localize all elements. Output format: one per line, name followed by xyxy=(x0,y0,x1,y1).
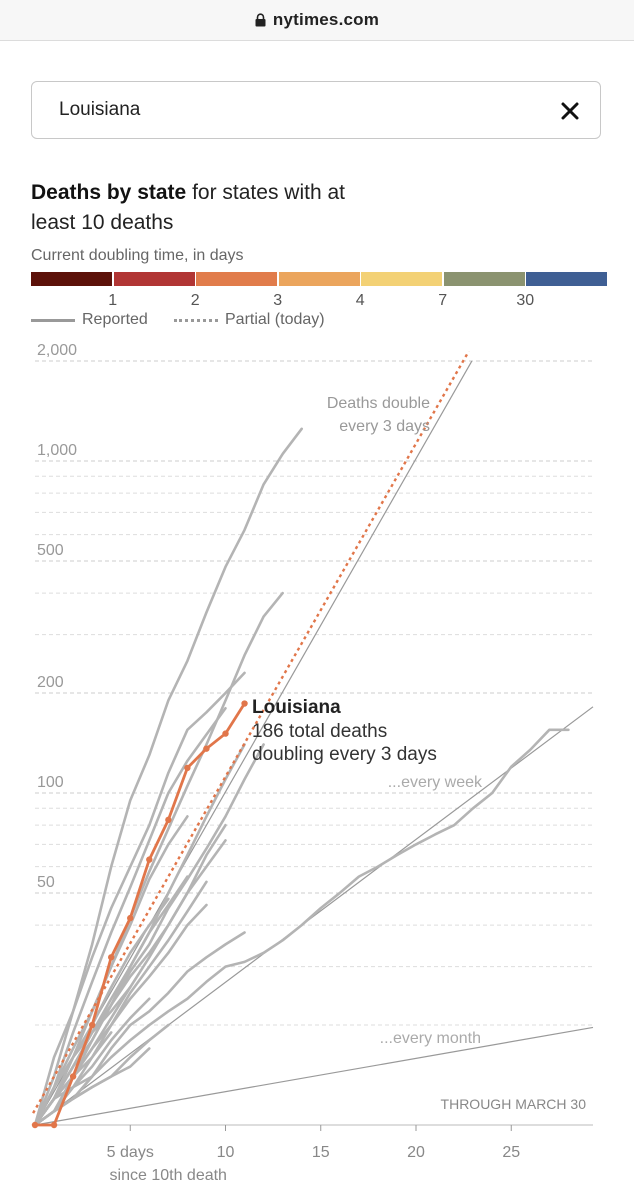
x-tick-label: 15 xyxy=(312,1144,330,1161)
ref-label-month: ...every month xyxy=(380,1030,481,1047)
scale-tick-label: 1 xyxy=(108,292,118,309)
louisiana-series xyxy=(31,350,470,1129)
ref-label-week: ...every week xyxy=(388,774,483,791)
scale-segment xyxy=(361,272,442,286)
louisiana-point xyxy=(222,730,229,737)
scale-tick-label: 3 xyxy=(273,292,283,309)
louisiana-point xyxy=(184,764,191,772)
y-tick-label: 2,000 xyxy=(37,342,77,359)
doubling-time-label: Current doubling time, in days xyxy=(31,247,244,264)
scale-tick-label: 4 xyxy=(355,292,365,309)
x-tick-label: 5 days xyxy=(107,1144,154,1161)
doubling-reference-lines xyxy=(34,360,594,1126)
reference-line xyxy=(34,706,594,1126)
close-icon[interactable] xyxy=(560,101,580,121)
louisiana-point xyxy=(241,700,248,707)
scale-segment xyxy=(196,272,277,286)
louisiana-point xyxy=(203,745,210,752)
louisiana-name-label: Louisiana xyxy=(252,697,341,718)
louisiana-point xyxy=(127,914,134,922)
y-tick-label: 50 xyxy=(37,874,55,891)
state-search-input[interactable] xyxy=(57,98,501,122)
partial-key: Partial (today) xyxy=(174,311,325,329)
scale-segment xyxy=(526,272,607,286)
louisiana-point xyxy=(31,1121,39,1129)
scale-tick-label: 30 xyxy=(516,292,535,309)
state-line xyxy=(33,815,189,1127)
state-line xyxy=(33,591,284,1127)
chart-title-bold: Deaths by state xyxy=(31,181,187,204)
state-line xyxy=(33,427,304,1127)
reported-key: Reported xyxy=(31,311,148,329)
scale-segment xyxy=(113,272,195,286)
lock-icon xyxy=(255,13,266,27)
x-tick-label: 20 xyxy=(407,1144,425,1161)
deaths-chart: 2,000 1,000 500 200 100 50 5 days 10 15 20 25 sinc… xyxy=(31,342,594,1184)
y-tick-label: 500 xyxy=(37,542,64,559)
louisiana-total-label: 186 total deaths xyxy=(252,721,387,742)
louisiana-point xyxy=(69,1073,77,1080)
reported-line-swatch xyxy=(31,318,75,322)
y-tick-label: 100 xyxy=(37,774,64,791)
x-axis: 5 days 10 15 20 25 since 10th death xyxy=(107,1125,520,1184)
y-tick-label: 200 xyxy=(37,674,64,691)
state-line xyxy=(33,1047,151,1127)
state-search-box xyxy=(31,81,601,139)
browser-address-bar[interactable]: nytimes.com xyxy=(0,0,634,41)
state-line xyxy=(33,728,570,1127)
louisiana-point xyxy=(108,954,115,961)
state-line xyxy=(33,743,246,1127)
x-tick-label: 10 xyxy=(217,1144,235,1161)
louisiana-point xyxy=(146,856,153,863)
partial-line-swatch xyxy=(174,318,218,322)
louisiana-point xyxy=(165,816,172,824)
scale-tick-label: 2 xyxy=(190,292,200,309)
y-tick-label: 1,000 xyxy=(37,442,77,459)
louisiana-doubling-label: doubling every 3 days xyxy=(252,744,437,765)
chart-title: Deaths by state for states with at least… xyxy=(31,178,391,238)
reported-key-label: Reported xyxy=(82,311,148,328)
reference-line xyxy=(34,1026,594,1126)
scale-tick-label: 7 xyxy=(438,292,448,309)
reference-line xyxy=(34,360,473,1126)
ref-label-3-days-line2: every 3 days xyxy=(339,418,430,435)
url-text: nytimes.com xyxy=(272,10,380,29)
louisiana-point xyxy=(50,1121,58,1129)
chart-annotations: Deaths double every 3 days ...every week..… xyxy=(252,395,586,1112)
scale-segment xyxy=(443,272,525,286)
x-tick-label: 25 xyxy=(502,1144,520,1161)
louisiana-line xyxy=(35,702,246,1127)
louisiana-point xyxy=(88,1021,96,1029)
scale-segment xyxy=(31,272,112,286)
other-states-lines xyxy=(33,427,570,1127)
chart-title-rest: for states with at least 10 deaths xyxy=(31,181,345,234)
scale-segment xyxy=(278,272,360,286)
ref-label-3-days-line1: Deaths double xyxy=(327,395,430,412)
through-date-note: THROUGH MARCH 30 xyxy=(441,1096,587,1112)
y-axis-labels: 2,000 1,000 500 200 100 50 xyxy=(37,342,77,891)
partial-key-label: Partial (today) xyxy=(225,311,325,328)
x-axis-label: since 10th death xyxy=(110,1167,227,1184)
state-line xyxy=(33,671,246,1127)
state-line xyxy=(33,706,227,1127)
